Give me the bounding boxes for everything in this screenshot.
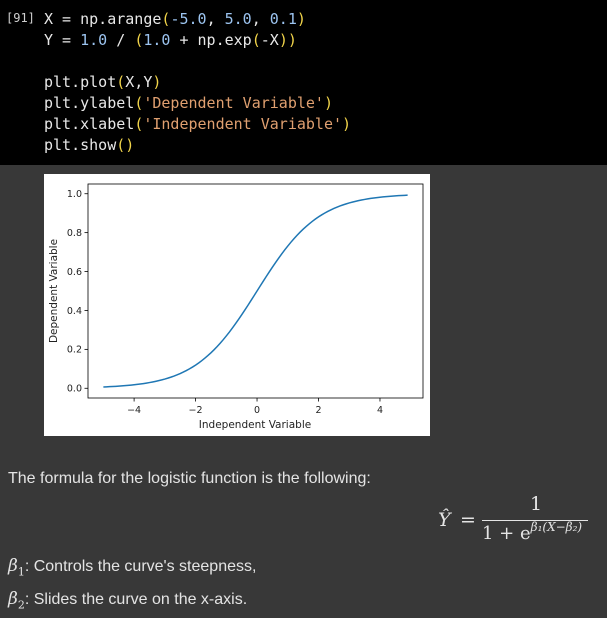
code-token: , xyxy=(251,10,270,28)
beta1-description: β1: Controls the curve's steepness, xyxy=(8,556,256,578)
code-token: plt.xlabel xyxy=(44,115,135,133)
execution-count: [91] xyxy=(6,11,35,25)
code-token: ( xyxy=(134,94,144,112)
code-token: 'Independent Variable' xyxy=(143,115,343,133)
code-token: () xyxy=(116,136,135,154)
beta2-text: : Slides the curve on the x-axis. xyxy=(24,591,248,608)
formula-numerator: 1 xyxy=(530,493,543,515)
code-token: ( xyxy=(134,115,144,133)
code-token: plt.ylabel xyxy=(44,94,135,112)
code-token: ) xyxy=(152,73,162,91)
x-tick-label: −2 xyxy=(189,405,203,416)
logistic-chart: −4 −2 0 2 4 0.0 0.2 0.4 0.6 0.8 1.0 Independent V… xyxy=(48,183,424,431)
y-tick-label: 1.0 xyxy=(67,189,82,200)
code-line-2[interactable]: Y = 1.0 / (1.0 + np.exp(-X)) xyxy=(44,30,297,50)
beta1-symbol: β1 xyxy=(8,556,25,579)
code-token: 5.0 xyxy=(224,10,252,28)
code-token: ( xyxy=(134,31,144,49)
code-line-1[interactable]: X = np.arange(-5.0, 5.0, 0.1) xyxy=(44,9,306,29)
code-token: ) xyxy=(296,10,306,28)
code-token: X xyxy=(44,10,54,28)
code-token: = xyxy=(53,31,81,49)
code-line-4[interactable]: plt.ylabel('Dependent Variable') xyxy=(44,93,333,113)
beta2-description: β2: Slides the curve on the x-axis. xyxy=(8,589,247,611)
code-token: X,Y xyxy=(125,73,153,91)
denominator-base: 1 + e xyxy=(482,523,531,544)
sigmoid-series-line xyxy=(103,194,408,388)
code-token: ) xyxy=(287,31,297,49)
formula-denominator: 1 + eβ₁(X−β₂) xyxy=(482,520,583,544)
x-tick-label: 0 xyxy=(254,405,260,416)
code-line-6[interactable]: plt.show() xyxy=(44,135,134,155)
formula-lhs: Ŷ xyxy=(438,509,451,531)
code-token: ) xyxy=(342,115,352,133)
x-axis-label: Independent Variable xyxy=(199,419,311,431)
y-tick-label: 0.2 xyxy=(67,345,82,356)
x-tick-label: 2 xyxy=(315,405,321,416)
x-tick-label: 4 xyxy=(377,405,383,416)
y-tick-label: 0.6 xyxy=(67,267,82,278)
plot-output: −4 −2 0 2 4 0.0 0.2 0.4 0.6 0.8 1.0 Independent V… xyxy=(44,174,430,436)
code-token: 'Dependent Variable' xyxy=(143,94,324,112)
formula-equals: = xyxy=(460,509,476,531)
code-token: -X xyxy=(260,31,279,49)
code-token: 1.0 xyxy=(80,31,108,49)
formula-intro-text: The formula for the logistic function is… xyxy=(8,470,371,487)
code-token: ( xyxy=(251,31,261,49)
code-token: ( xyxy=(161,10,171,28)
code-token: = xyxy=(53,10,81,28)
code-token: np.arange xyxy=(80,10,162,28)
y-tick-label: 0.8 xyxy=(67,228,82,239)
code-token: ( xyxy=(116,73,126,91)
code-line-3[interactable]: plt.plot(X,Y) xyxy=(44,72,161,92)
code-line-5[interactable]: plt.xlabel('Independent Variable') xyxy=(44,114,351,134)
beta1-text: : Controls the curve's steepness, xyxy=(24,558,257,575)
logistic-formula: Ŷ = 1 1 + eβ₁(X−β₂) xyxy=(436,493,596,553)
code-token: np.exp xyxy=(197,31,252,49)
denominator-exponent: β₁(X−β₂) xyxy=(530,520,583,534)
code-token: ) xyxy=(323,94,333,112)
fraction-bar xyxy=(482,520,588,521)
code-token: plt.plot xyxy=(44,73,117,91)
plot-axes-frame xyxy=(87,183,424,399)
code-token: plt.show xyxy=(44,136,117,154)
code-cell[interactable]: [91] X = np.arange(-5.0, 5.0, 0.1) Y = 1… xyxy=(0,0,607,165)
code-token: -5.0 xyxy=(170,10,207,28)
code-token: , xyxy=(206,10,225,28)
code-token: Y xyxy=(44,31,54,49)
code-token: + xyxy=(170,31,198,49)
code-token: 0.1 xyxy=(269,10,297,28)
beta2-symbol: β2 xyxy=(8,589,25,612)
y-axis-label: Dependent Variable xyxy=(48,239,60,343)
x-tick-label: −4 xyxy=(127,405,141,416)
y-tick-label: 0.4 xyxy=(67,306,82,317)
y-tick-label: 0.0 xyxy=(67,384,82,395)
code-token: ) xyxy=(278,31,288,49)
code-token: 1.0 xyxy=(143,31,171,49)
code-token: / xyxy=(107,31,135,49)
